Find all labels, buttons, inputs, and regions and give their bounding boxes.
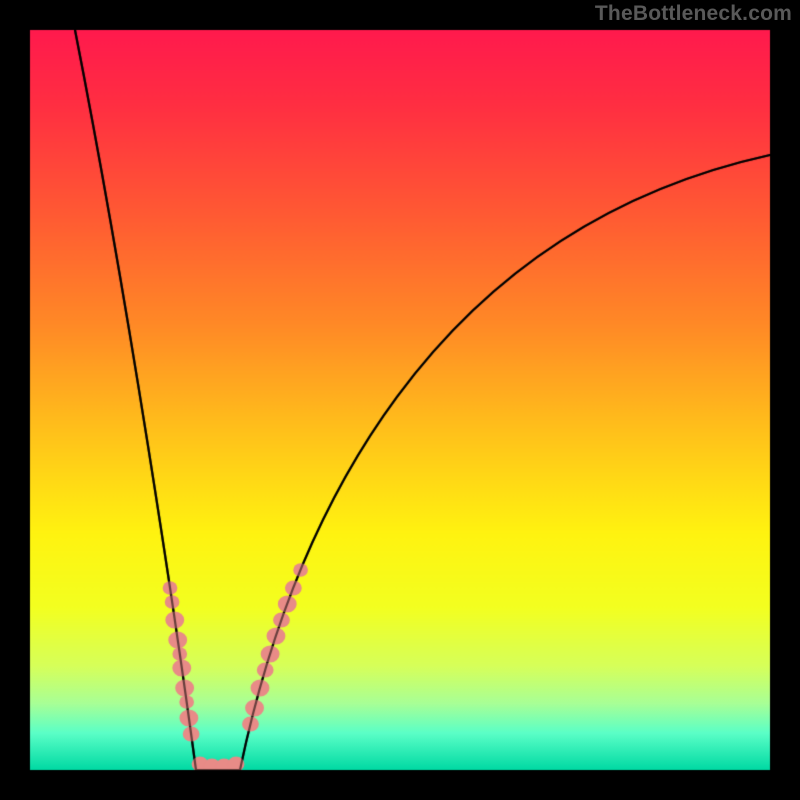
watermark-text: TheBottleneck.com <box>595 2 792 26</box>
chart-stage: TheBottleneck.com <box>0 0 800 800</box>
bottleneck-chart-canvas <box>0 0 800 800</box>
